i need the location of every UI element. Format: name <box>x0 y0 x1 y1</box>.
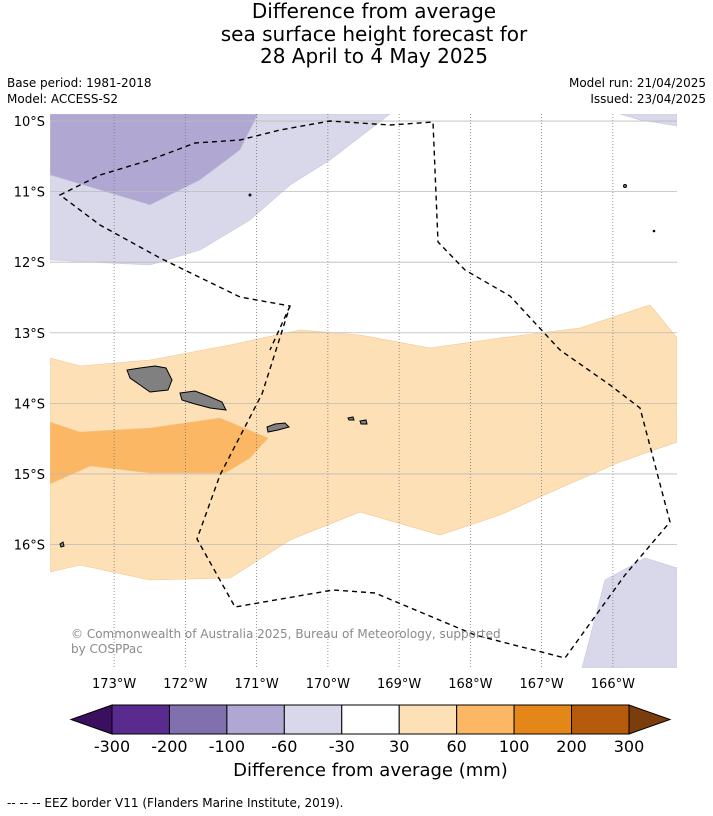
colorbar: -300 -200 -100 -60 -30 30 60 100 200 300 <box>69 704 672 756</box>
land-tutuila <box>266 422 290 433</box>
land-small-islet <box>652 229 656 233</box>
colorbar-segment <box>398 704 458 735</box>
eez-footnote: -- -- -- EEZ border V11 (Flanders Marine… <box>7 796 344 810</box>
longitude-tick-label: 170°W <box>306 677 350 692</box>
meta-right: Model run: 21/04/2025 Issued: 23/04/2025 <box>569 75 706 107</box>
title-line-2: sea surface height forecast for <box>220 21 528 46</box>
colorbar-segment <box>283 704 343 735</box>
colorbar-segment <box>456 704 515 735</box>
colorbar-tick-label: -300 <box>94 737 130 756</box>
issued-label: Issued: 23/04/2025 <box>590 92 706 106</box>
model-label: Model: ACCESS-S2 <box>7 92 119 106</box>
colorbar-tick-label: 60 <box>446 737 466 756</box>
latitude-tick-label: 16°S <box>14 538 45 553</box>
colorbar-segment <box>513 704 573 735</box>
model-run-label: Model run: 21/04/2025 <box>568 76 706 90</box>
anomaly-region-neg30-northeast <box>619 114 677 127</box>
copyright-line-1: © Commonwealth of Australia 2025, Bureau… <box>71 627 501 641</box>
latitude-tick-label: 15°S <box>14 468 45 483</box>
copyright-line-2: by COSPPac <box>71 642 143 656</box>
land-swains-island <box>623 184 627 188</box>
colorbar-segment <box>111 704 170 735</box>
anomaly-region-pos60-west <box>50 417 269 485</box>
colorbar-tick-label: 100 <box>499 737 530 756</box>
longitude-labels: 173°W 172°W 171°W 170°W 169°W 168°W 167°W 166°W <box>92 677 635 692</box>
colorbar-extend-low <box>69 704 113 735</box>
title-line-1: Difference from average <box>251 0 497 23</box>
colorbar-tick-label: -30 <box>329 737 355 756</box>
latitude-tick-label: 14°S <box>14 397 45 412</box>
meta-left: Base period: 1981-2018 Model: ACCESS-S2 <box>7 75 152 107</box>
land-savaii <box>126 365 173 393</box>
longitude-tick-label: 168°W <box>448 677 492 692</box>
land-upolu <box>179 390 227 411</box>
anomaly-region-neg30-southeast <box>581 557 677 668</box>
colorbar-tick-label: -60 <box>271 737 297 756</box>
graticule <box>50 114 677 668</box>
land-ofu <box>347 416 355 421</box>
latitude-tick-label: 10°S <box>14 115 45 130</box>
longitude-tick-label: 171°W <box>235 677 279 692</box>
colorbar-extend-high <box>628 704 672 735</box>
base-period-label: Base period: 1981-2018 <box>7 76 152 90</box>
colorbar-segment <box>226 704 285 735</box>
colorbar-segment <box>341 704 400 735</box>
colorbar-title: Difference from average (mm) <box>233 760 508 781</box>
latitude-tick-label: 13°S <box>14 327 45 342</box>
longitude-tick-label: 172°W <box>163 677 207 692</box>
land-tau <box>359 419 368 425</box>
colorbar-tick-label: 300 <box>614 737 645 756</box>
colorbar-tick-label: -200 <box>151 737 187 756</box>
colorbar-tick-label: -100 <box>209 737 245 756</box>
latitude-tick-label: 12°S <box>14 256 45 271</box>
longitude-tick-label: 169°W <box>377 677 421 692</box>
colorbar-tick-label: 30 <box>389 737 409 756</box>
colorbar-segment <box>571 704 630 735</box>
latitude-tick-label: 11°S <box>14 186 45 201</box>
colorbar-segment <box>168 704 228 735</box>
land-rose-atoll <box>248 193 252 197</box>
colorbar-tick-label: 200 <box>556 737 587 756</box>
anomaly-region-neg60-north <box>50 114 259 206</box>
map-area <box>50 114 677 668</box>
land-southwest-islet <box>59 541 65 548</box>
longitude-tick-label: 167°W <box>520 677 564 692</box>
map-title: Difference from average sea surface heig… <box>0 0 713 68</box>
eez-border-internal <box>269 305 291 351</box>
latitude-labels: 10°S 11°S 12°S 13°S 14°S 15°S 16°S <box>14 115 45 553</box>
title-line-3: 28 April to 4 May 2025 <box>260 44 488 68</box>
longitude-tick-label: 166°W <box>591 677 635 692</box>
longitude-tick-label: 173°W <box>92 677 136 692</box>
